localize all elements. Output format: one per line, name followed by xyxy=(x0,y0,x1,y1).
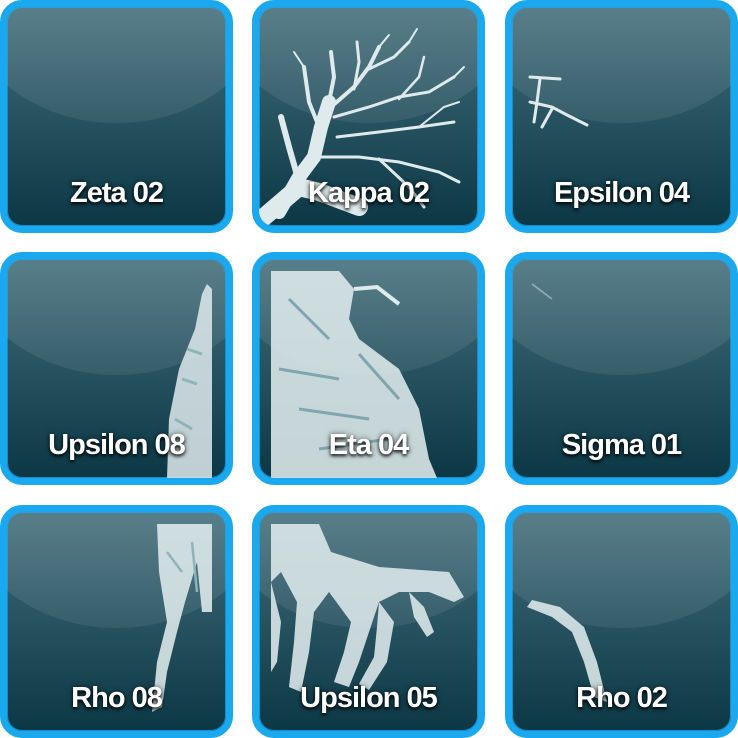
tile-kappa-02[interactable]: Kappa 02 xyxy=(252,0,485,233)
tile-gloss xyxy=(259,259,478,376)
tile-zeta-02[interactable]: Zeta 02 xyxy=(0,0,233,233)
tile-upsilon-05[interactable]: Upsilon 05 xyxy=(252,505,485,738)
tile-gloss xyxy=(512,7,731,124)
tile-label: Upsilon 05 xyxy=(300,682,438,714)
tile-rho-08[interactable]: Rho 08 xyxy=(0,505,233,738)
tile-gloss xyxy=(512,259,731,376)
tile-label: Upsilon 08 xyxy=(48,429,186,461)
tile-upsilon-08[interactable]: Upsilon 08 xyxy=(0,252,233,485)
tile-sigma-01[interactable]: Sigma 01 xyxy=(505,252,738,485)
tile-epsilon-04[interactable]: Epsilon 04 xyxy=(505,0,738,233)
tile-label: Sigma 01 xyxy=(561,429,682,461)
tile-label: Rho 02 xyxy=(576,682,668,714)
tile-eta-04[interactable]: Eta 04 xyxy=(252,252,485,485)
tile-gloss xyxy=(7,512,226,629)
tile-rho-02[interactable]: Rho 02 xyxy=(505,505,738,738)
tile-gloss xyxy=(259,7,478,124)
tile-label: Zeta 02 xyxy=(70,177,164,209)
tile-gloss xyxy=(512,512,731,629)
tile-gloss xyxy=(7,259,226,376)
tile-label: Epsilon 04 xyxy=(553,177,690,209)
tile-label: Eta 04 xyxy=(328,429,409,461)
tile-gloss xyxy=(7,7,226,124)
tile-gloss xyxy=(259,512,478,629)
tile-label: Rho 08 xyxy=(71,682,163,714)
tile-label: Kappa 02 xyxy=(308,177,430,209)
